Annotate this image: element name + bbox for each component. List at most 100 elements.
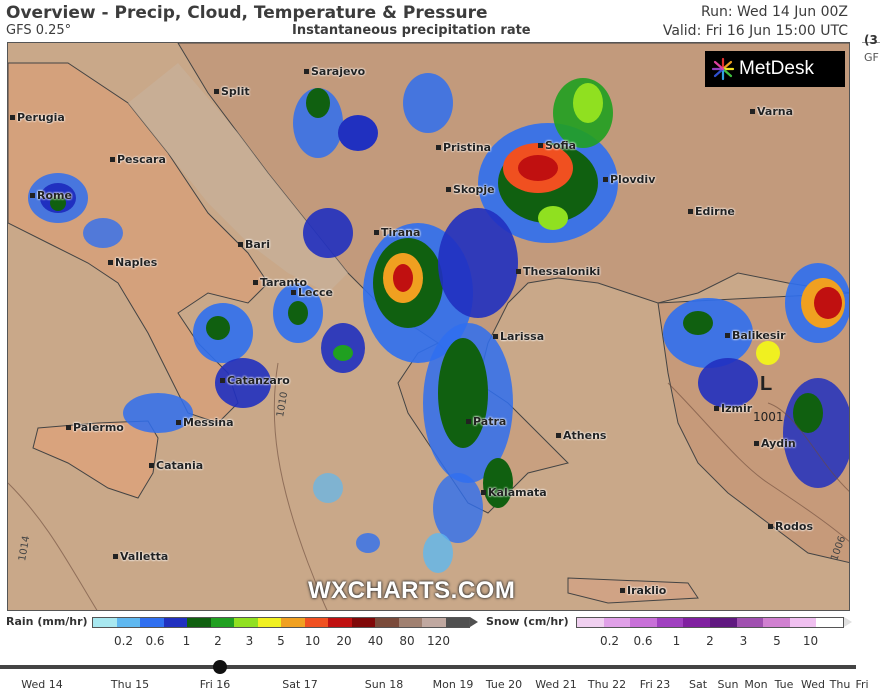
colorbar-swatch [683,618,710,627]
city-label: Athens [556,429,606,442]
city-label: Split [214,85,250,98]
city-label: Izmir [714,402,752,415]
forecast-timeline[interactable]: Wed 14 Thu 15 Fri 16 Sat 17 Sun 18 Mon 19 Tue … [0,660,880,699]
colorbar-swatch [422,618,446,627]
snow-legend-label: Snow (cm/hr) [486,615,569,628]
watermark: WXCHARTS.COM [308,577,516,604]
snow-colorbar [576,617,844,628]
city-label: Iraklio [620,584,666,597]
low-pressure-marker: L [760,373,773,395]
crete-land [567,577,699,604]
colorbar-swatch [630,618,657,627]
city-label: Larissa [493,330,544,343]
timeline-day-label[interactable]: Thu [829,678,851,691]
rain-colorbar [92,617,470,628]
legend-tick-label: 0.6 [633,634,653,648]
timeline-handle[interactable] [213,660,227,674]
city-label: Pristina [436,141,491,154]
legend-tick-label: 5 [277,634,285,648]
colorbar-swatch [93,618,117,627]
colorbar-swatch [210,618,234,627]
timeline-day-label[interactable]: Fri [855,678,869,691]
colorbar-swatch [163,618,187,627]
legend-tick-label: 2 [214,634,222,648]
city-label: Messina [176,416,234,429]
timeline-day-label[interactable]: Tue 20 [485,678,523,691]
colorbar-swatch [304,618,328,627]
timeline-day-label[interactable]: Wed 14 [21,678,63,691]
legend-tick-label: 20 [336,634,352,648]
timeline-day-label[interactable]: Mon [744,678,768,691]
isobars [8,362,849,610]
city-label: Naples [108,256,157,269]
legend-tick-label: 3 [245,634,254,648]
city-label: Lecce [291,286,333,299]
legend-tick-label: 0.6 [145,634,165,648]
snow-colorbar-arrow [844,617,852,627]
timeline-day-label[interactable]: Sun 18 [364,678,404,691]
timeline-track[interactable] [0,665,856,669]
metdesk-logo: MetDesk [705,51,845,87]
colorbar-swatch [709,618,737,627]
colorbar-swatch [328,618,352,627]
timeline-days: Wed 14 Thu 15 Fri 16 Sat 17 Sun 18 Mon 19 Tue … [0,678,880,694]
rain-legend-label: Rain (mm/hr) [6,615,88,628]
model-label: GFS 0.25° [6,23,72,38]
side-panel-cut-label: (3 [864,33,878,47]
timeline-day-label[interactable]: Mon 19 [432,678,474,691]
city-label: Skopje [446,183,495,196]
city-label: Sarajevo [304,65,365,78]
rain-colorbar-arrow [470,617,478,627]
timeline-day-label[interactable]: Thu 22 [587,678,627,691]
timeline-day-label[interactable]: Thu 15 [110,678,150,691]
precip-layer [28,73,849,573]
colorbar-swatch [234,618,258,627]
colorbar-swatch [140,618,164,627]
colorbar-swatch [816,618,843,627]
legend-tick-label: 1 [672,634,681,648]
colorbar-swatch [375,618,399,627]
colorbar-swatch [603,618,631,627]
city-label: Pescara [110,153,166,166]
colorbar-swatch [351,618,375,627]
legend-tick-label: 80 [399,634,415,648]
legend-tick-label: 10 [304,634,321,648]
timeline-day-label[interactable]: Sat 17 [282,678,318,691]
timeline-day-label[interactable]: Fri 23 [639,678,671,691]
legend-tick-label: 0.2 [113,634,134,648]
metdesk-star-icon [711,57,735,81]
city-label: Aydin [754,437,796,450]
low-pressure-value: 1001 [753,410,784,424]
colorbar-swatch [281,618,305,627]
city-label: Balikesir [725,329,786,342]
city-label: Patra [466,415,506,428]
metdesk-logo-text: MetDesk [739,58,814,79]
colorbar-swatch [763,618,790,627]
timeline-day-label[interactable]: Wed [801,678,825,691]
timeline-day-label[interactable]: Wed 21 [535,678,577,691]
sicily-land [32,420,159,499]
legend-tick-label: 3 [739,634,748,648]
timeline-day-label[interactable]: Tue [774,678,794,691]
colorbar-swatch [736,618,764,627]
city-label: Varna [750,105,793,118]
legend-tick-label: 2 [706,634,714,648]
colorbar-swatch [398,618,422,627]
colorbar-swatch [257,618,281,627]
timeline-day-label[interactable]: Sun [717,678,739,691]
weather-map[interactable]: MetDesk Sarajevo Split Perugia Pescara R… [7,42,850,611]
legend-tick-label: 10 [802,634,819,648]
timeline-day-label[interactable]: Fri 16 [199,678,231,691]
legend-tick-label: 5 [773,634,781,648]
colorbar-swatch [445,618,469,627]
timeline-day-label[interactable]: Sat [688,678,708,691]
side-panel-divider [862,42,880,43]
chart-subtitle: Instantaneous precipitation rate [292,23,531,38]
city-label: Valletta [113,550,168,563]
legend-tick-label: 1 [182,634,191,648]
side-panel-cut-model: GF [864,51,879,64]
city-label: Thessaloniki [516,265,600,278]
city-label: Palermo [66,421,124,434]
city-label: Edirne [688,205,735,218]
adriatic-sea [128,63,348,293]
